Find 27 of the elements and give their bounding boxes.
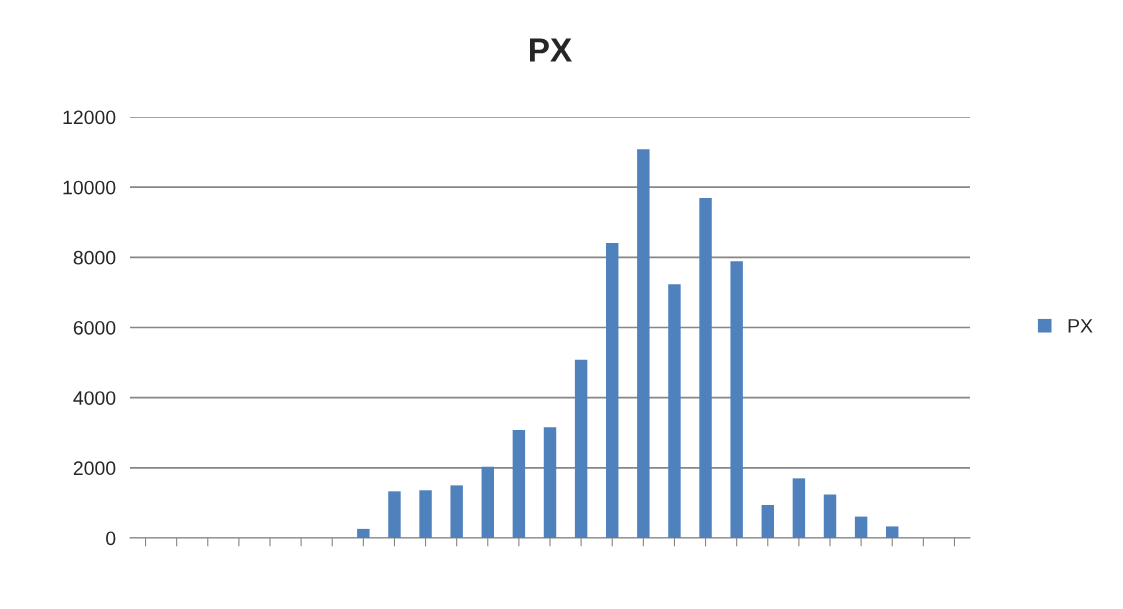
bar	[543, 427, 557, 538]
chart-title: PX	[529, 38, 572, 62]
bar	[512, 429, 526, 538]
bar	[730, 261, 743, 538]
y-tick-label: 8000	[73, 250, 116, 265]
bar	[823, 494, 837, 538]
y-tick-label: 4000	[73, 391, 116, 405]
bar	[637, 149, 650, 538]
legend-label: PX	[1068, 319, 1093, 333]
bar	[419, 490, 432, 538]
bar	[388, 491, 401, 538]
y-tick-label: 10000	[63, 180, 116, 195]
bar	[481, 466, 494, 538]
bar	[792, 478, 806, 538]
y-tick-label: 0	[106, 531, 116, 546]
bar	[357, 528, 370, 538]
y-tick-label: 12000	[63, 110, 116, 125]
bar	[761, 505, 774, 538]
y-tick-label: 2000	[73, 461, 116, 476]
y-tick-label: 6000	[73, 320, 116, 335]
bar	[886, 526, 899, 538]
bar	[574, 359, 588, 538]
bar	[668, 284, 681, 538]
bar	[699, 198, 712, 538]
bar	[854, 516, 868, 538]
bar	[450, 485, 463, 538]
bar	[606, 242, 619, 538]
